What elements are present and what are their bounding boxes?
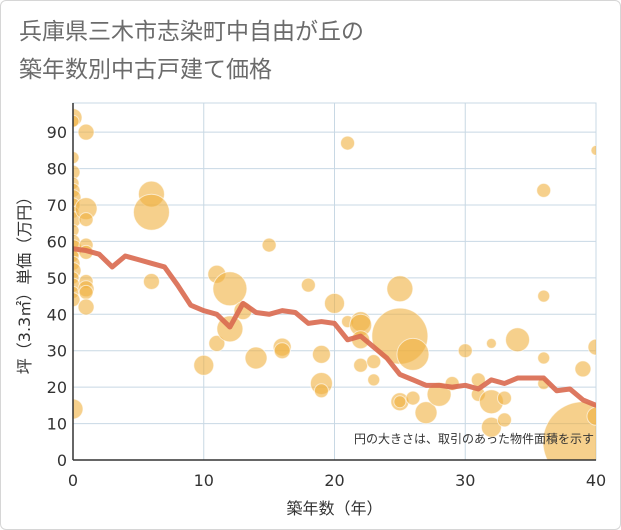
bubble-point — [261, 237, 277, 253]
bubble-point — [367, 373, 381, 387]
axes — [72, 103, 596, 461]
bubble-point — [340, 135, 356, 151]
bubble-point — [78, 284, 94, 300]
bubble-point — [73, 224, 80, 237]
bubble-point — [73, 114, 80, 128]
x-tick-label: 30 — [455, 471, 475, 490]
bubble-point — [353, 357, 369, 373]
bubble-point — [537, 289, 551, 303]
bubble-point — [386, 275, 414, 303]
bubble-point — [457, 343, 473, 359]
x-tick-label: 20 — [324, 471, 344, 490]
x-tick-label: 10 — [194, 471, 214, 490]
bubble-point — [366, 354, 382, 370]
y-tick-label: 10 — [47, 415, 67, 434]
bubble-point — [536, 182, 552, 198]
bubble-point — [73, 164, 81, 180]
bubble-point — [586, 406, 596, 426]
bubble-point — [485, 337, 497, 349]
bubble-point — [405, 390, 421, 406]
bubble-point — [414, 401, 438, 425]
x-axis-label: 築年数（年） — [286, 499, 382, 518]
chart-title-line1: 兵庫県三木市志染町中自由が丘の — [19, 19, 364, 45]
bubble-point — [496, 412, 512, 428]
tick-labels: 0 10 20 30 40 0 10 20 30 40 50 60 70 80 90 — [47, 123, 607, 490]
bubble-point — [77, 298, 95, 316]
bubble-point — [393, 395, 407, 409]
bubble-size-note: 円の大きさは、取引のあった物件面積を示す — [354, 431, 594, 446]
y-tick-label: 40 — [47, 305, 67, 324]
bubble-point — [311, 344, 331, 364]
bubble-point — [78, 212, 94, 228]
bubble-point — [193, 354, 215, 376]
y-tick-label: 60 — [47, 232, 67, 251]
bubble-point — [574, 360, 592, 378]
bubble-point — [132, 193, 170, 231]
bubble-layer — [73, 108, 596, 460]
y-tick-label: 20 — [47, 378, 67, 397]
bubble-point — [590, 144, 596, 156]
bubble-point — [313, 383, 329, 399]
average-line — [73, 246, 596, 408]
bubble-point — [244, 346, 268, 370]
bubble-point — [142, 273, 160, 290]
bubble-point — [505, 327, 531, 353]
bubble-point — [480, 416, 502, 438]
y-tick-label: 0 — [57, 451, 67, 470]
y-tick-label: 50 — [47, 269, 67, 288]
chart-title-line2: 築年数別中古戸建て価格 — [19, 57, 272, 83]
bubble-point — [77, 123, 95, 141]
x-tick-label: 0 — [68, 471, 78, 490]
y-tick-label: 80 — [47, 160, 67, 179]
bubble-point — [496, 390, 512, 406]
bubble-point — [396, 337, 430, 371]
bubble-point — [73, 151, 80, 165]
bubble-point — [324, 292, 345, 314]
chart-title: 兵庫県三木市志染町中自由が丘の 築年数別中古戸建て価格 — [19, 13, 364, 89]
average-line-layer — [73, 246, 596, 408]
bubble-point — [300, 277, 316, 293]
bubble-point — [73, 398, 84, 420]
x-tick-label: 40 — [586, 471, 606, 490]
bubble-point — [537, 351, 551, 365]
bubble-point — [273, 342, 291, 360]
y-tick-label: 90 — [47, 123, 67, 142]
bubble-point — [212, 271, 248, 307]
y-axis-label: 坪（3.3㎡）単価（万円） — [15, 189, 34, 374]
bubble-point — [208, 334, 226, 352]
y-tick-label: 30 — [47, 342, 67, 361]
bubble-point — [73, 292, 81, 308]
bubble-point — [587, 338, 596, 356]
y-tick-label: 70 — [47, 196, 67, 215]
